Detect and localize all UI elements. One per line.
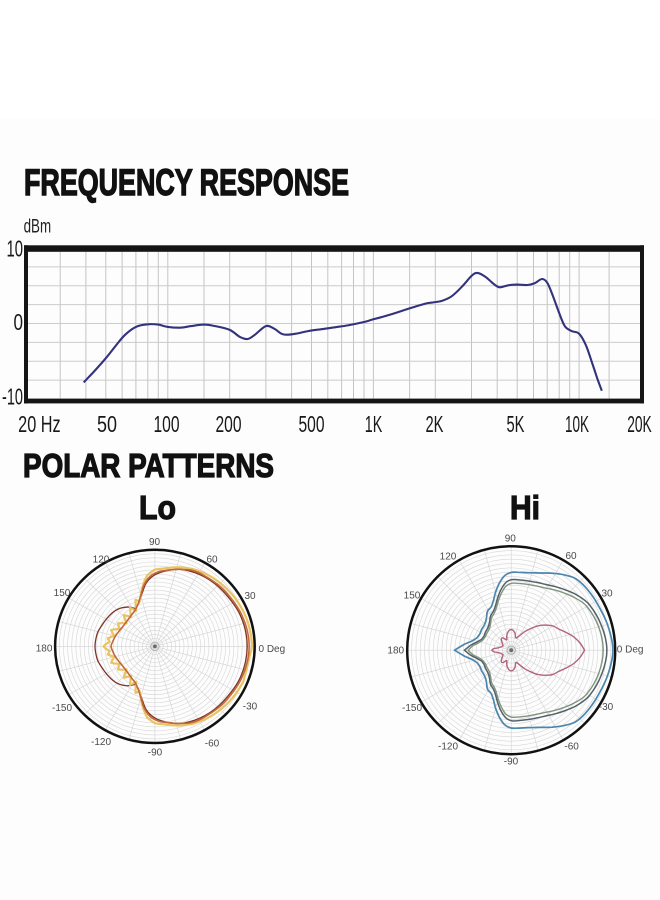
- svg-text:-30: -30: [243, 702, 258, 713]
- svg-text:120: 120: [440, 552, 457, 563]
- svg-text:500: 500: [299, 411, 325, 437]
- svg-text:5K: 5K: [507, 411, 525, 437]
- svg-text:0 Deg: 0 Deg: [259, 644, 286, 655]
- svg-text:180: 180: [36, 644, 53, 655]
- svg-text:-120: -120: [91, 737, 111, 748]
- svg-text:1K: 1K: [365, 411, 383, 437]
- svg-text:-90: -90: [504, 757, 519, 768]
- svg-text:150: 150: [54, 588, 71, 599]
- svg-text:-10: -10: [2, 384, 23, 410]
- svg-text:30: 30: [601, 589, 613, 600]
- svg-text:90: 90: [505, 533, 517, 544]
- svg-text:-60: -60: [205, 739, 220, 750]
- svg-text:Hi: Hi: [510, 490, 540, 527]
- svg-text:Lo: Lo: [139, 490, 176, 527]
- svg-text:10: 10: [7, 236, 24, 262]
- svg-text:20K: 20K: [627, 411, 652, 437]
- svg-text:100: 100: [154, 411, 180, 437]
- svg-text:0 Deg: 0 Deg: [617, 645, 644, 656]
- svg-text:90: 90: [149, 537, 161, 548]
- svg-text:-30: -30: [599, 702, 614, 713]
- svg-text:60: 60: [206, 555, 218, 566]
- svg-text:POLAR PATTERNS: POLAR PATTERNS: [23, 448, 274, 485]
- svg-text:180: 180: [387, 646, 404, 657]
- svg-text:50: 50: [97, 411, 117, 437]
- svg-text:0: 0: [14, 309, 24, 335]
- svg-text:200: 200: [216, 411, 242, 437]
- svg-text:-60: -60: [564, 742, 579, 753]
- svg-text:-120: -120: [438, 742, 458, 753]
- svg-text:-150: -150: [402, 703, 422, 714]
- svg-text:20 Hz: 20 Hz: [18, 411, 61, 437]
- svg-text:10K: 10K: [565, 411, 589, 437]
- svg-text:FREQUENCY RESPONSE: FREQUENCY RESPONSE: [24, 161, 349, 203]
- svg-text:60: 60: [565, 551, 577, 562]
- svg-text:-90: -90: [148, 748, 163, 759]
- svg-text:30: 30: [244, 591, 256, 602]
- svg-text:120: 120: [93, 555, 110, 566]
- svg-text:2K: 2K: [426, 411, 444, 437]
- svg-text:150: 150: [404, 591, 421, 602]
- svg-text:dBm: dBm: [24, 217, 51, 238]
- svg-text:-150: -150: [52, 703, 72, 714]
